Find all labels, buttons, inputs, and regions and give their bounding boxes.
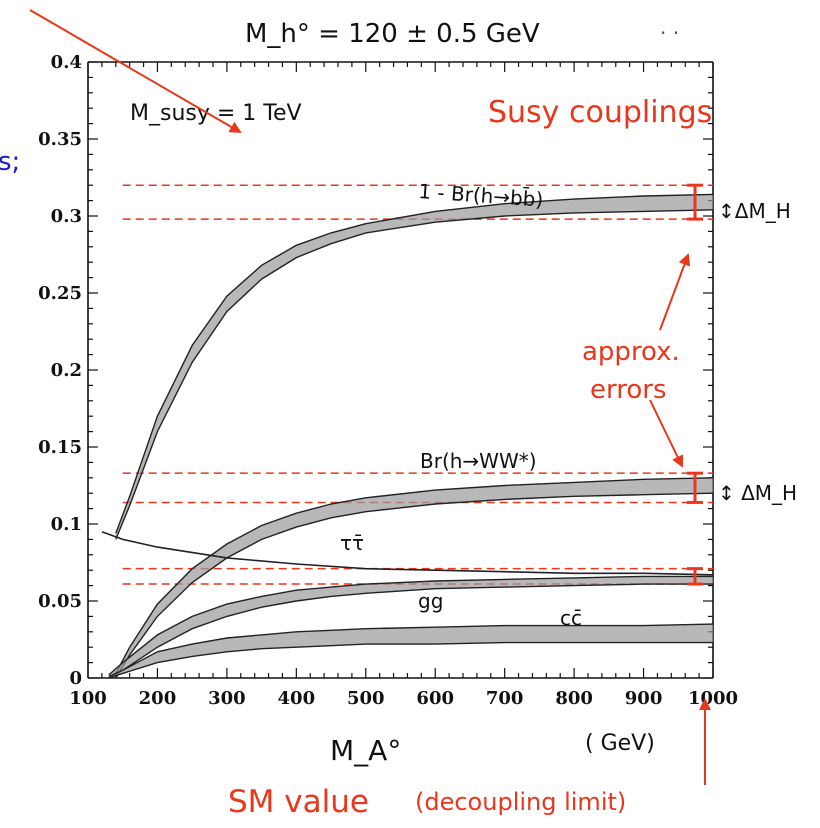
tick-labels: 100 200 300 400 500 600 700 800 900 1000 0 0.05 0.1 0… bbox=[38, 52, 738, 709]
left-fragment-text: s; bbox=[0, 147, 20, 177]
band-fill-gg bbox=[108, 576, 714, 678]
label-gg: gg bbox=[418, 589, 443, 613]
band-fill-cc bbox=[108, 624, 714, 678]
band-upper-cc bbox=[108, 623, 714, 678]
x-tick-label: 700 bbox=[486, 688, 524, 709]
error-bars bbox=[687, 183, 703, 586]
y-tick-label: 0.15 bbox=[38, 437, 82, 458]
sm-value-label: SM value bbox=[228, 784, 369, 820]
label-bb: 1 - Br(h→bb̄) bbox=[418, 178, 544, 211]
line-series bbox=[101, 530, 714, 576]
x-tick-label: 600 bbox=[416, 688, 454, 709]
label-tau: ττ̄ bbox=[340, 531, 364, 555]
x-tick-label: 300 bbox=[208, 688, 246, 709]
y-tick-label: 0.4 bbox=[51, 52, 82, 73]
approx-label: approx. bbox=[582, 337, 680, 367]
band-lower-1-br-h-bb bbox=[115, 209, 714, 540]
band-upper-1-br-h-bb bbox=[115, 193, 714, 534]
chart-subtitle: M_susy = 1 TeV bbox=[130, 101, 302, 126]
x-tick-label: 400 bbox=[278, 688, 316, 709]
y-tick-label: 0.3 bbox=[51, 206, 82, 227]
decoupling-label: (decoupling limit) bbox=[415, 788, 626, 816]
band-lower-cc bbox=[108, 641, 713, 679]
label-cc: cc̄ bbox=[560, 606, 582, 630]
y-tick-label: 0 bbox=[69, 668, 82, 689]
y-tick-label: 0.2 bbox=[51, 360, 82, 381]
band-upper-gg bbox=[108, 575, 713, 676]
title-dots: · · bbox=[660, 21, 679, 45]
y-tick-label: 0.1 bbox=[51, 514, 82, 535]
errors-label: errors bbox=[590, 375, 667, 405]
band-lower-br-h-ww bbox=[115, 492, 714, 679]
x-tick-label: 500 bbox=[347, 688, 385, 709]
band-fill-br-h-ww bbox=[115, 477, 714, 678]
x-tick-label: 800 bbox=[555, 688, 593, 709]
susy-couplings-label: Susy couplings bbox=[488, 95, 712, 130]
band-lower-gg bbox=[108, 583, 713, 679]
x-tick-label: 100 bbox=[69, 688, 107, 709]
x-axis-label: M_A° bbox=[330, 734, 401, 767]
label-delta-mh-top: ↕ΔM_H bbox=[718, 199, 791, 223]
x-tick-label: 200 bbox=[139, 688, 177, 709]
label-delta-mh-mid: ↕ ΔM_H bbox=[718, 481, 797, 505]
curves bbox=[101, 193, 714, 679]
y-tick-label: 0.25 bbox=[38, 283, 82, 304]
reference-dashed-lines bbox=[122, 184, 713, 585]
label-ww: Br(h→WW*) bbox=[420, 449, 537, 473]
chart-title: M_h° = 120 ± 0.5 GeV bbox=[245, 19, 540, 49]
x-axis-unit: ( GeV) bbox=[585, 731, 655, 756]
x-tick-label: 900 bbox=[625, 688, 663, 709]
annotation-arrows bbox=[29, 9, 711, 785]
y-tick-label: 0.05 bbox=[38, 591, 82, 612]
y-tick-label: 0.35 bbox=[38, 129, 82, 150]
x-tick-label: 1000 bbox=[688, 688, 738, 709]
band-upper-br-h-ww bbox=[115, 477, 714, 674]
